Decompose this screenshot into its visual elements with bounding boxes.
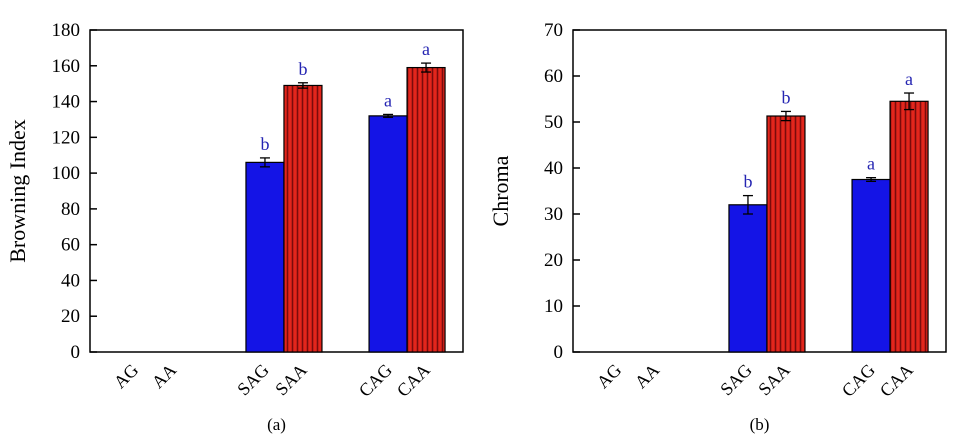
panel-label: (b) [750, 415, 770, 434]
x-tick-label: SAG [716, 360, 756, 400]
x-tick-label: CAG [355, 360, 396, 401]
bar-saa [283, 84, 323, 353]
significance-label: b [298, 59, 307, 79]
significance-label: b [260, 134, 269, 154]
x-tick-label: CAA [393, 360, 434, 401]
bar-cag [368, 115, 408, 353]
y-tick-label: 0 [554, 342, 564, 363]
y-tick-label: 60 [61, 235, 80, 256]
bar-caa [889, 100, 929, 353]
bar-caa [406, 66, 446, 353]
x-tick-label: CAA [876, 360, 917, 401]
x-tick-label: CAG [838, 360, 879, 401]
significance-label: a [422, 39, 430, 59]
x-tick-label: SAG [233, 360, 273, 400]
y-tick-label: 20 [544, 250, 563, 271]
significance-label: a [905, 69, 913, 89]
y-tick-label: 80 [61, 199, 80, 220]
x-tick-label: AG [593, 360, 626, 393]
bar-sag [728, 204, 768, 353]
x-tick-label: SAA [754, 360, 794, 400]
y-tick-label: 60 [544, 66, 563, 87]
y-tick-label: 50 [544, 112, 563, 133]
bar-cag [851, 178, 891, 353]
y-tick-label: 0 [71, 342, 81, 363]
panel-label: (a) [267, 415, 286, 434]
bar-sag [245, 161, 285, 353]
x-tick-label: AA [631, 360, 664, 393]
y-tick-label: 10 [544, 296, 563, 317]
significance-label: b [781, 87, 790, 107]
y-tick-label: 160 [52, 56, 81, 77]
significance-label: a [867, 154, 875, 174]
y-tick-label: 180 [52, 20, 81, 41]
panel-b: 0 10 20 30 40 50 60 70 Chroma AG AA b SAG b SAA a CAG a CA… [483, 0, 966, 441]
y-tick-label: 20 [61, 306, 80, 327]
x-tick-label: AG [110, 360, 143, 393]
browning-index-chart: 0 20 40 60 80 100 120 140 160 180 Browning Index AG… [5, 20, 464, 434]
y-tick-label: 40 [61, 270, 80, 291]
significance-label: b [743, 172, 752, 192]
x-tick-label: AA [148, 360, 181, 393]
y-tick-label: 140 [52, 92, 81, 113]
x-tick-label: SAA [271, 360, 311, 400]
y-tick-label: 40 [544, 158, 563, 179]
y-tick-label: 100 [52, 163, 81, 184]
y-tick-label: 30 [544, 204, 563, 225]
y-tick-label: 70 [544, 20, 563, 41]
y-axis-label: Chroma [488, 155, 513, 226]
y-axis-label: Browning Index [5, 119, 30, 263]
panel-a: 0 20 40 60 80 100 120 140 160 180 Browning Index AG… [5, 20, 464, 434]
significance-label: a [384, 90, 392, 110]
chroma-chart: 0 10 20 30 40 50 60 70 Chroma AG AA b SAG b SAA a CAG a CA… [488, 20, 947, 434]
bar-saa [766, 115, 806, 353]
y-tick-label: 120 [52, 127, 81, 148]
